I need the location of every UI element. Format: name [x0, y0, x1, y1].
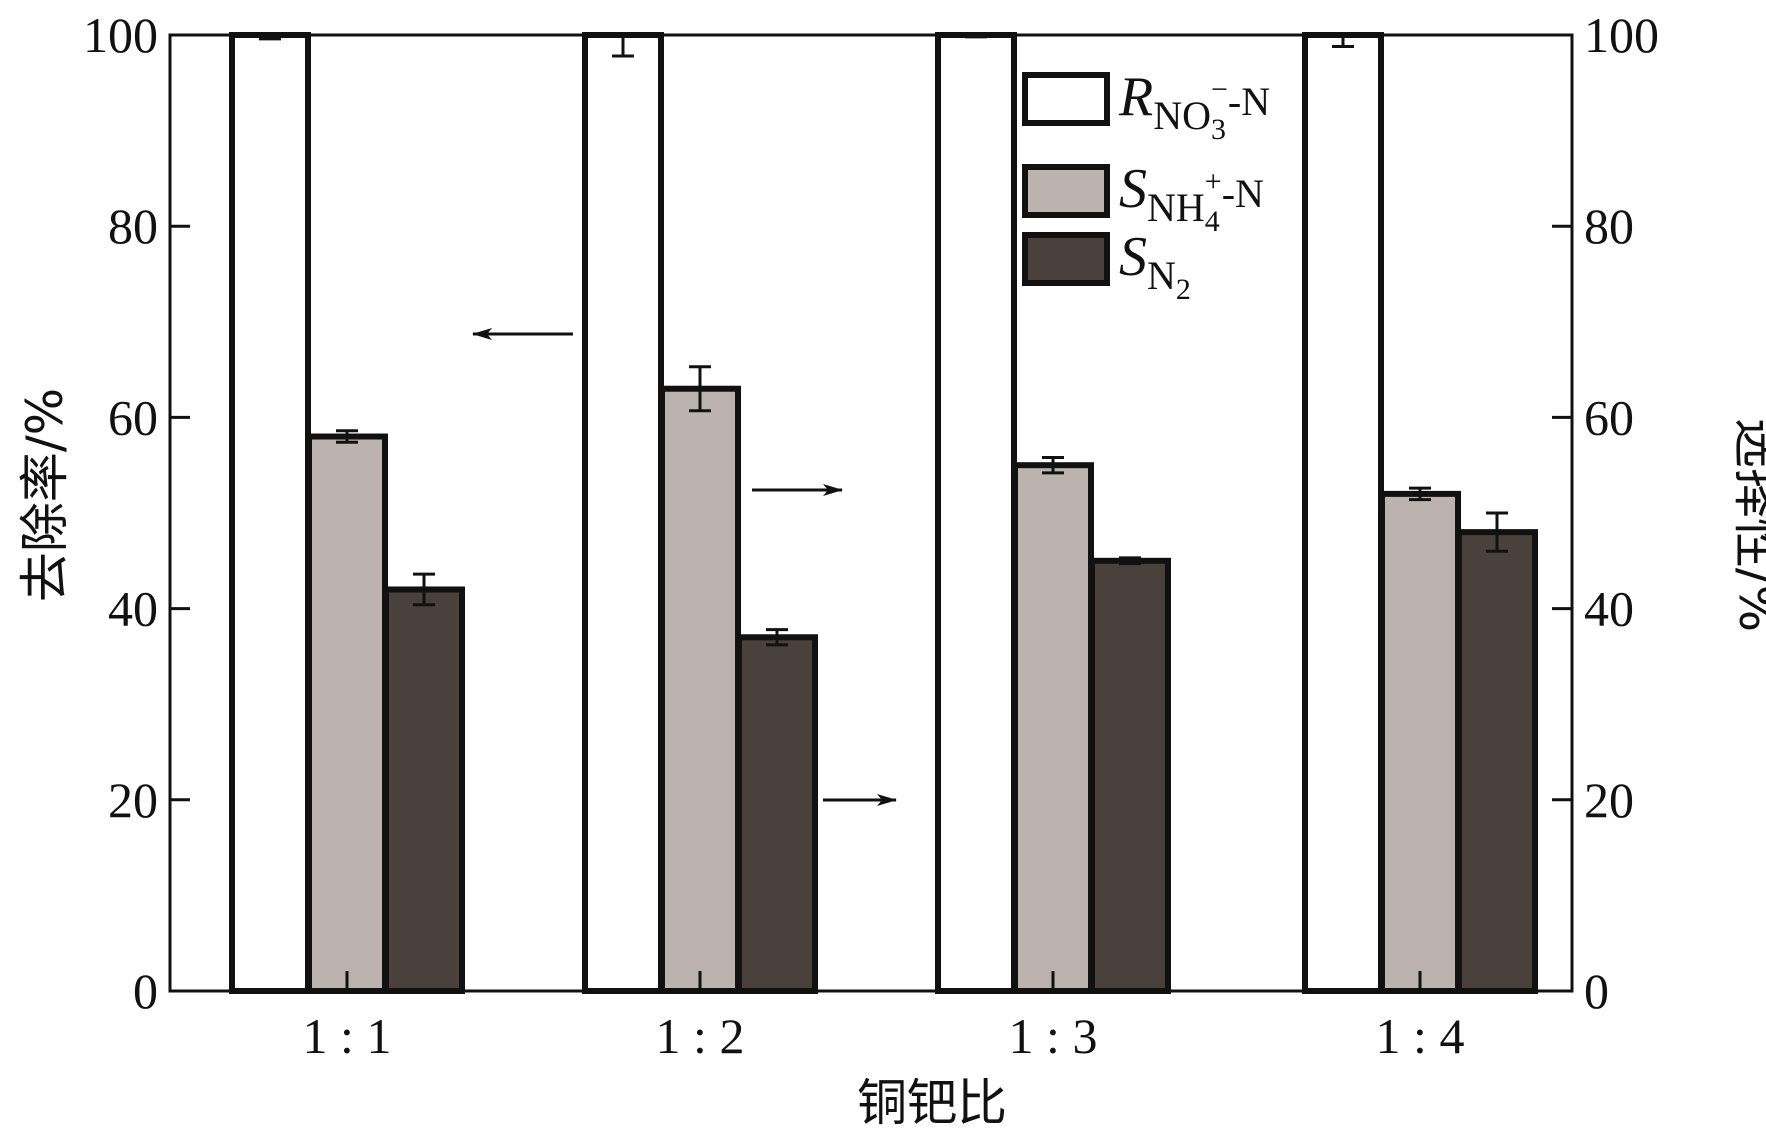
- legend-label-2: SN2: [1119, 226, 1191, 306]
- y-tick-label-right-60: 60: [1584, 389, 1634, 445]
- x-tick-label-3: 1 : 4: [1376, 1008, 1465, 1064]
- legend-label-0-subsub: 3: [1211, 113, 1226, 146]
- legend-swatch-0: [1022, 72, 1110, 126]
- bar-series1-cat0: [306, 433, 388, 994]
- error-bar-series1-cat3: [1409, 486, 1431, 502]
- y-tick-label-right-0: 0: [1584, 963, 1609, 1019]
- legend-label-1-main: S: [1119, 158, 1147, 220]
- error-bar-series1-cat0: [336, 429, 358, 444]
- y-tick-label-left-60: 60: [108, 389, 158, 445]
- error-bar-series2-cat1: [766, 628, 788, 647]
- legend-label-1-subsub: 4: [1205, 205, 1220, 238]
- plot-area: 0 0 20 20 40 40 60 60 80 80 100 100 1 : 1 1 : 2 1 : 3 1…: [83, 7, 1659, 1064]
- bar-series2-cat0: [383, 586, 465, 994]
- bar-series1-cat2: [1012, 462, 1094, 994]
- legend-label-0-sup: −: [1211, 73, 1228, 106]
- bar-series1-cat1: [659, 385, 741, 995]
- error-bar-series2-cat2: [1119, 556, 1141, 566]
- error-bar-series0-cat2: [965, 33, 987, 39]
- x-tick-label-1: 1 : 2: [656, 1008, 745, 1064]
- error-bar-series0-cat0: [259, 33, 281, 41]
- legend-label-2-subsub: 2: [1176, 273, 1191, 306]
- y-tick-label-left-80: 80: [108, 198, 158, 254]
- legend-label-0-tail: -N: [1228, 79, 1270, 124]
- error-bar-series0-cat1: [612, 33, 634, 58]
- x-axis-title: 铜钯比: [857, 1074, 1007, 1132]
- bar-series0-cat0: [229, 32, 311, 994]
- x-tick-label-0: 1 : 1: [303, 1008, 392, 1064]
- y-tick-label-left-0: 0: [133, 963, 158, 1019]
- y-tick-label-right-80: 80: [1584, 198, 1634, 254]
- bar-series0-cat3: [1302, 32, 1384, 994]
- y-tick-label-right-40: 40: [1584, 581, 1634, 637]
- error-bar-series1-cat1: [689, 365, 711, 413]
- bar-series0-cat1: [582, 32, 664, 994]
- error-bar-series0-cat3: [1332, 33, 1354, 48]
- y-tick-label-right-20: 20: [1584, 772, 1634, 828]
- bar-series0-cat2: [935, 32, 1017, 994]
- error-bar-series1-cat2: [1042, 456, 1064, 475]
- bar-series1-cat3: [1379, 490, 1461, 994]
- legend-label-0-main: R: [1118, 66, 1153, 128]
- y-tick-label-left-20: 20: [108, 772, 158, 828]
- y-tick-label-right-100: 100: [1584, 7, 1659, 63]
- y-tick-label-left-40: 40: [108, 581, 158, 637]
- bar-series2-cat1: [736, 634, 818, 995]
- legend-label-2-main: S: [1119, 226, 1147, 288]
- error-bar-series2-cat0: [413, 572, 435, 607]
- legend-label-0-sub: NO: [1153, 93, 1211, 138]
- legend-label-1: SNH4 +-N: [1119, 158, 1264, 238]
- legend-label-0: RNO3 −-N: [1118, 66, 1270, 146]
- legend-label-1-sub: NH: [1147, 185, 1205, 230]
- legend-label-1-tail: -N: [1222, 171, 1264, 216]
- error-bar-series2-cat3: [1486, 511, 1508, 553]
- legend-swatch-1: [1022, 164, 1110, 218]
- legend-label-2-sub: N: [1147, 253, 1176, 298]
- legend-label-1-sup: +: [1205, 165, 1222, 198]
- bar-series2-cat3: [1456, 529, 1538, 994]
- legend-swatch-2: [1022, 232, 1110, 286]
- x-tick-label-2: 1 : 3: [1009, 1008, 1098, 1064]
- y-axis-title-left: 去除率/%: [16, 388, 74, 602]
- y-axis-title-right: 选择性/%: [1728, 418, 1766, 632]
- bar-series2-cat2: [1089, 557, 1171, 994]
- y-tick-label-left-100: 100: [83, 7, 158, 63]
- plot-frame: [168, 33, 1574, 993]
